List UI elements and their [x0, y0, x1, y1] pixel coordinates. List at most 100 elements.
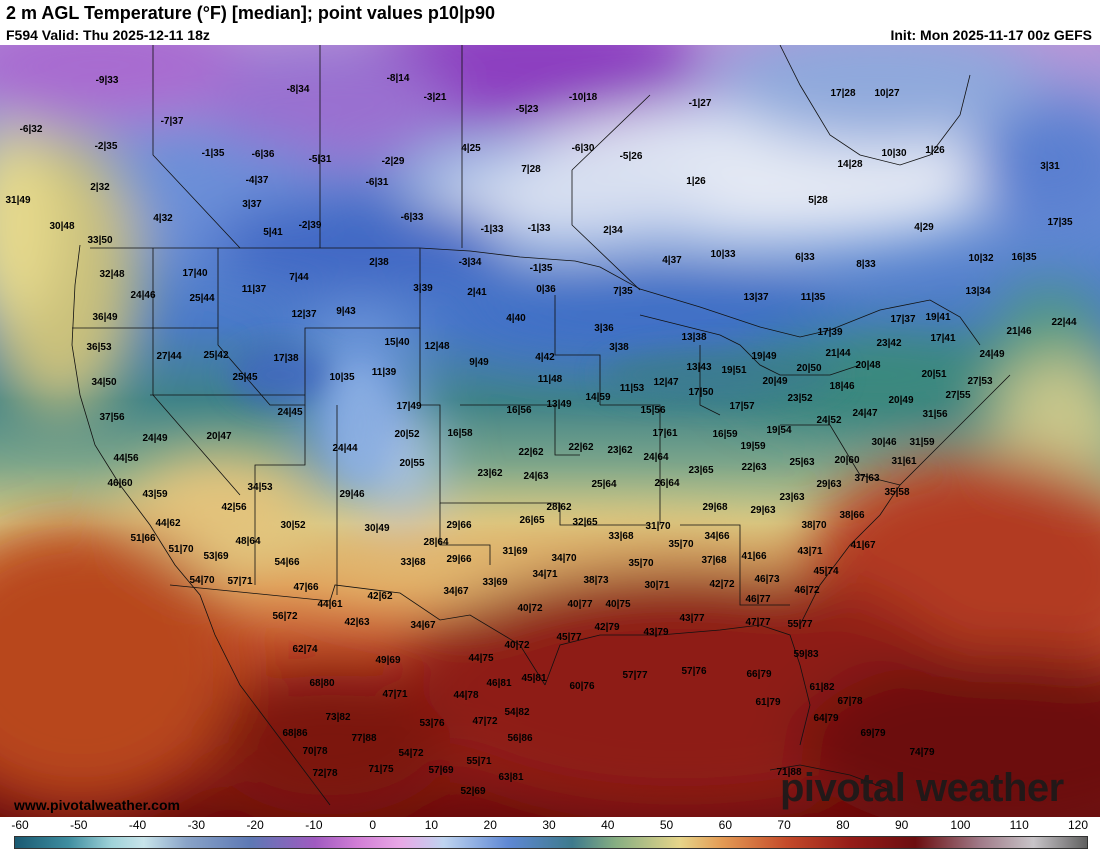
point-value-label: 33|50 [87, 235, 112, 246]
point-value-label: 45|81 [521, 673, 546, 684]
point-value-label: 42|56 [221, 502, 246, 513]
point-value-label: -5|31 [309, 154, 332, 165]
temperature-map[interactable]: -9|33 -8|14 -3|21 -10|18 -8|34 -5|23 -1|27 17|2… [0, 45, 1100, 817]
point-value-label: 46|81 [486, 678, 511, 689]
point-value-label: 30|48 [49, 221, 74, 232]
point-value-label: 46|77 [745, 594, 770, 605]
point-value-label: 30|52 [280, 520, 305, 531]
point-value-label: 32|65 [572, 517, 597, 528]
colorbar-tick-label: -10 [305, 818, 323, 832]
point-value-label: 54|70 [189, 575, 214, 586]
colorbar-tick-label: -40 [128, 818, 147, 832]
point-value-label: 4|25 [461, 143, 481, 154]
point-value-label: 55|71 [466, 756, 491, 767]
point-value-label: 44|75 [468, 653, 493, 664]
point-value-label: 29|46 [339, 489, 364, 500]
point-value-label: 59|83 [793, 649, 818, 660]
point-value-label: 3|31 [1040, 161, 1060, 172]
point-value-label: 14|59 [585, 392, 610, 403]
colorbar-tick-label: 110 [1009, 818, 1029, 832]
point-value-label: -6|33 [401, 212, 424, 223]
point-value-label: 13|49 [546, 399, 571, 410]
point-value-label: 25|44 [189, 293, 214, 304]
point-value-label: 57|69 [428, 765, 453, 776]
point-value-label: 24|46 [130, 290, 155, 301]
point-value-label: -3|21 [424, 92, 447, 103]
point-value-label: 23|62 [607, 445, 632, 456]
point-value-label: 12|47 [653, 377, 678, 388]
point-value-label: -6|36 [252, 149, 275, 160]
point-value-label: 42|79 [594, 622, 619, 633]
point-value-label: -1|33 [528, 223, 551, 234]
point-value-label: -5|23 [516, 104, 539, 115]
point-value-label: -6|31 [366, 177, 389, 188]
point-value-label: 43|59 [142, 489, 167, 500]
point-value-label: 4|37 [662, 255, 682, 266]
point-value-label: 17|35 [1047, 217, 1072, 228]
point-value-label: -6|30 [572, 143, 595, 154]
point-value-label: 70|78 [302, 746, 327, 757]
colorbar-tick-label: 80 [836, 818, 850, 832]
point-value-label: 5|41 [263, 227, 283, 238]
point-value-label: 34|50 [91, 377, 116, 388]
point-value-label: 54|82 [504, 707, 529, 718]
point-value-label: 0|36 [536, 284, 556, 295]
point-value-label: 7|28 [521, 164, 541, 175]
point-value-label: 15|56 [640, 405, 665, 416]
point-value-label: 47|66 [293, 582, 318, 593]
point-value-label: -2|39 [299, 220, 322, 231]
colorbar-tick-label: 90 [894, 818, 909, 832]
point-value-label: 31|69 [502, 546, 527, 557]
point-value-label: 6|33 [795, 252, 815, 263]
colorbar: -60 -50 -40 -30 -20 -10 0 10 20 30 40 50 60 70 80 90 100… [0, 817, 1100, 850]
point-value-label: 51|70 [168, 544, 193, 555]
point-value-label: 49|69 [375, 655, 400, 666]
point-value-label: 19|49 [751, 351, 776, 362]
point-value-label: -1|33 [481, 224, 504, 235]
map-title: 2 m AGL Temperature (°F) [median]; point… [6, 3, 495, 23]
point-value-label: 17|57 [729, 401, 754, 412]
map-header: 2 m AGL Temperature (°F) [median]; point… [0, 0, 1100, 45]
point-value-label: 24|49 [979, 349, 1004, 360]
point-value-label: 31|56 [922, 409, 947, 420]
point-value-label: 42|63 [344, 617, 369, 628]
point-value-label: 2|32 [90, 182, 110, 193]
point-value-label: -2|29 [382, 156, 405, 167]
point-value-label: 7|35 [613, 286, 633, 297]
point-value-label: 31|61 [891, 456, 916, 467]
point-value-label: 17|61 [652, 428, 677, 439]
point-value-label: 62|74 [292, 644, 317, 655]
point-value-label: 27|55 [945, 390, 970, 401]
point-value-label: 44|62 [155, 518, 180, 529]
point-value-label: 46|60 [107, 478, 132, 489]
point-value-label: 2|34 [603, 225, 623, 236]
point-value-label: 22|62 [518, 447, 543, 458]
point-value-label: 37|63 [854, 473, 879, 484]
point-value-label: 25|45 [232, 372, 257, 383]
point-value-label: 46|72 [794, 585, 819, 596]
point-value-label: -1|27 [689, 98, 712, 109]
point-value-label: 8|33 [856, 259, 876, 270]
point-value-label: 63|81 [498, 772, 523, 783]
political-borders [71, 45, 1011, 806]
point-value-label: 19|51 [721, 365, 746, 376]
point-value-label: -9|33 [96, 75, 119, 86]
point-value-label: 5|28 [808, 195, 828, 206]
point-value-label: 10|33 [710, 249, 735, 260]
colorbar-gradient [14, 836, 1088, 849]
point-value-label: 10|35 [329, 372, 354, 383]
colorbar-tick-label: 60 [718, 818, 733, 832]
point-value-label: 72|78 [312, 768, 337, 779]
point-value-label: 24|45 [277, 407, 302, 418]
point-value-label: 3|36 [594, 323, 614, 334]
point-value-label: 22|62 [568, 442, 593, 453]
point-value-label: 60|76 [569, 681, 594, 692]
colorbar-tick-label: 30 [542, 818, 556, 832]
colorbar-tick-label: 70 [777, 818, 791, 832]
temperature-field [0, 45, 1100, 817]
point-value-label: 28|62 [546, 502, 571, 513]
point-value-label: -4|37 [246, 175, 269, 186]
point-value-label: 24|44 [332, 443, 357, 454]
point-value-label: 31|70 [645, 521, 670, 532]
point-value-label: -8|14 [387, 73, 410, 84]
